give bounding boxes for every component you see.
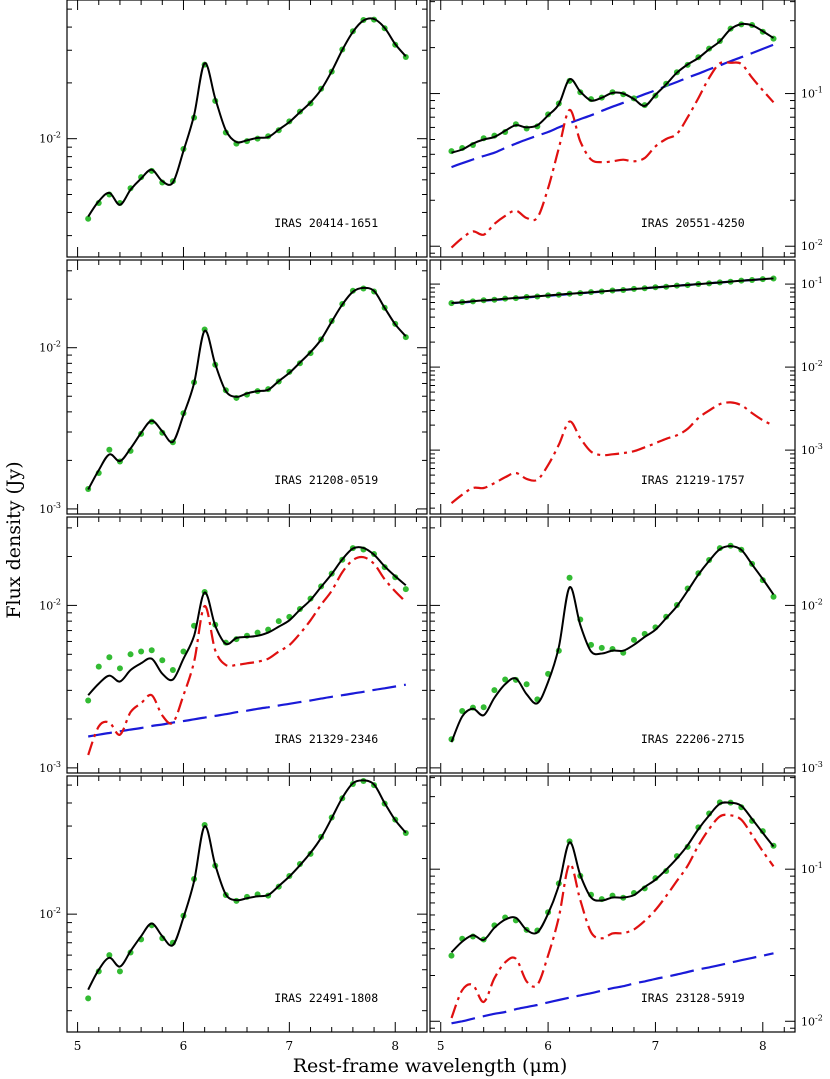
continuum-line (88, 683, 406, 738)
panel-label: IRAS 21219-1757 (641, 473, 745, 487)
data-point (95, 663, 102, 670)
total-model-line (87, 17, 407, 218)
data-point (85, 215, 92, 222)
data-point (127, 651, 134, 658)
y-tick-label: 10-3 (39, 501, 61, 516)
y-tick-label: 10-3 (801, 442, 823, 457)
continuum-line (451, 952, 774, 1025)
data-point (106, 654, 113, 661)
y-tick-label: 10-2 (39, 906, 61, 921)
panel-label: IRAS 21208-0519 (274, 473, 378, 487)
data-point (480, 704, 487, 711)
y-tick-label: 10-1 (801, 276, 823, 291)
panel-label: IRAS 20551-4250 (641, 216, 745, 230)
y-tick-label: 10-2 (39, 131, 61, 146)
data-point (598, 644, 605, 651)
panel-5: 10-3 10-2 IRAS 21329-2346 (39, 516, 428, 775)
x-tick-label: 5 (74, 1039, 82, 1053)
panel-4: 10-3 10-2 10-1 IRAS 21219-1757 (429, 259, 823, 515)
data-point (566, 574, 573, 581)
panel-6: 10-3 10-2 IRAS 22206-2715 (429, 516, 823, 775)
x-tick-label: 6 (544, 1039, 552, 1053)
data-point (491, 687, 498, 694)
data-point (630, 636, 637, 643)
data-point (502, 676, 509, 683)
total-model-line (451, 22, 775, 154)
panel-label: IRAS 22491-1808 (274, 991, 378, 1005)
data-point (459, 707, 466, 714)
panel-8: 10-2 10-1 5 6 7 8 IRAS 23128-5919 (429, 775, 823, 1053)
total-model-line (450, 801, 775, 954)
data-point (402, 586, 409, 593)
panel-2: 10-2 10-1 IRAS 20551-4250 (429, 0, 823, 258)
data-point (116, 665, 123, 672)
data-point (159, 657, 166, 664)
y-tick-label: 10-2 (801, 597, 823, 612)
data-point (116, 968, 123, 975)
x-tick-label: 6 (180, 1039, 188, 1053)
total-model-line (450, 545, 775, 743)
x-axis-label: Rest-frame wavelength (μm) (292, 1055, 568, 1077)
panel-label: IRAS 22206-2715 (641, 732, 745, 746)
y-tick-label: 10-2 (39, 597, 61, 612)
panel-7: 10-2 5 6 7 8 IRAS 22491-1808 (39, 775, 428, 1053)
y-tick-label: 10-1 (801, 86, 823, 101)
data-point (770, 275, 777, 282)
panel-label: IRAS 21329-2346 (274, 732, 378, 746)
y-tick-label: 10-1 (801, 861, 823, 876)
data-point (85, 697, 92, 704)
panel-3: 10-3 10-2 IRAS 21208-0519 (39, 259, 428, 516)
data-point (275, 618, 282, 625)
data-point (448, 148, 455, 155)
data-point (180, 648, 187, 655)
x-tick-label: 8 (759, 1039, 767, 1053)
data-point (523, 681, 530, 688)
continuum-line (451, 43, 774, 169)
data-point (448, 300, 455, 307)
y-tick-label: 10-2 (39, 340, 61, 355)
data-point (138, 648, 145, 655)
data-point (448, 952, 455, 959)
data-point (588, 641, 595, 648)
data-point (770, 593, 777, 600)
pah-line (87, 555, 407, 756)
y-axis-label: Flux density (Jy) (3, 461, 25, 619)
panel-1: 10-2 IRAS 20414-1651 (39, 0, 428, 258)
y-tick-label: 10-3 (39, 760, 61, 775)
y-tick-label: 10-3 (801, 760, 823, 775)
data-point (85, 995, 92, 1002)
y-tick-label: 10-2 (801, 359, 823, 374)
pah-line (450, 60, 775, 249)
data-point (148, 647, 155, 654)
data-point (169, 667, 176, 674)
total-model-line (87, 779, 407, 991)
data-point (106, 446, 113, 453)
y-tick-label: 10-2 (801, 238, 823, 253)
pah-line (450, 401, 774, 504)
x-tick-label: 7 (652, 1039, 660, 1053)
y-tick-label: 10-2 (801, 1013, 823, 1028)
pah-line (450, 813, 775, 1019)
data-point (106, 952, 113, 959)
total-model-line (451, 277, 774, 304)
panel-label: IRAS 20414-1651 (274, 216, 378, 230)
x-tick-label: 8 (391, 1039, 399, 1053)
x-tick-label: 7 (286, 1039, 294, 1053)
x-tick-label: 5 (437, 1039, 445, 1053)
panel-label: IRAS 23128-5919 (641, 991, 745, 1005)
total-model-line (87, 286, 407, 490)
data-point (254, 629, 261, 636)
total-model-line (87, 546, 407, 696)
